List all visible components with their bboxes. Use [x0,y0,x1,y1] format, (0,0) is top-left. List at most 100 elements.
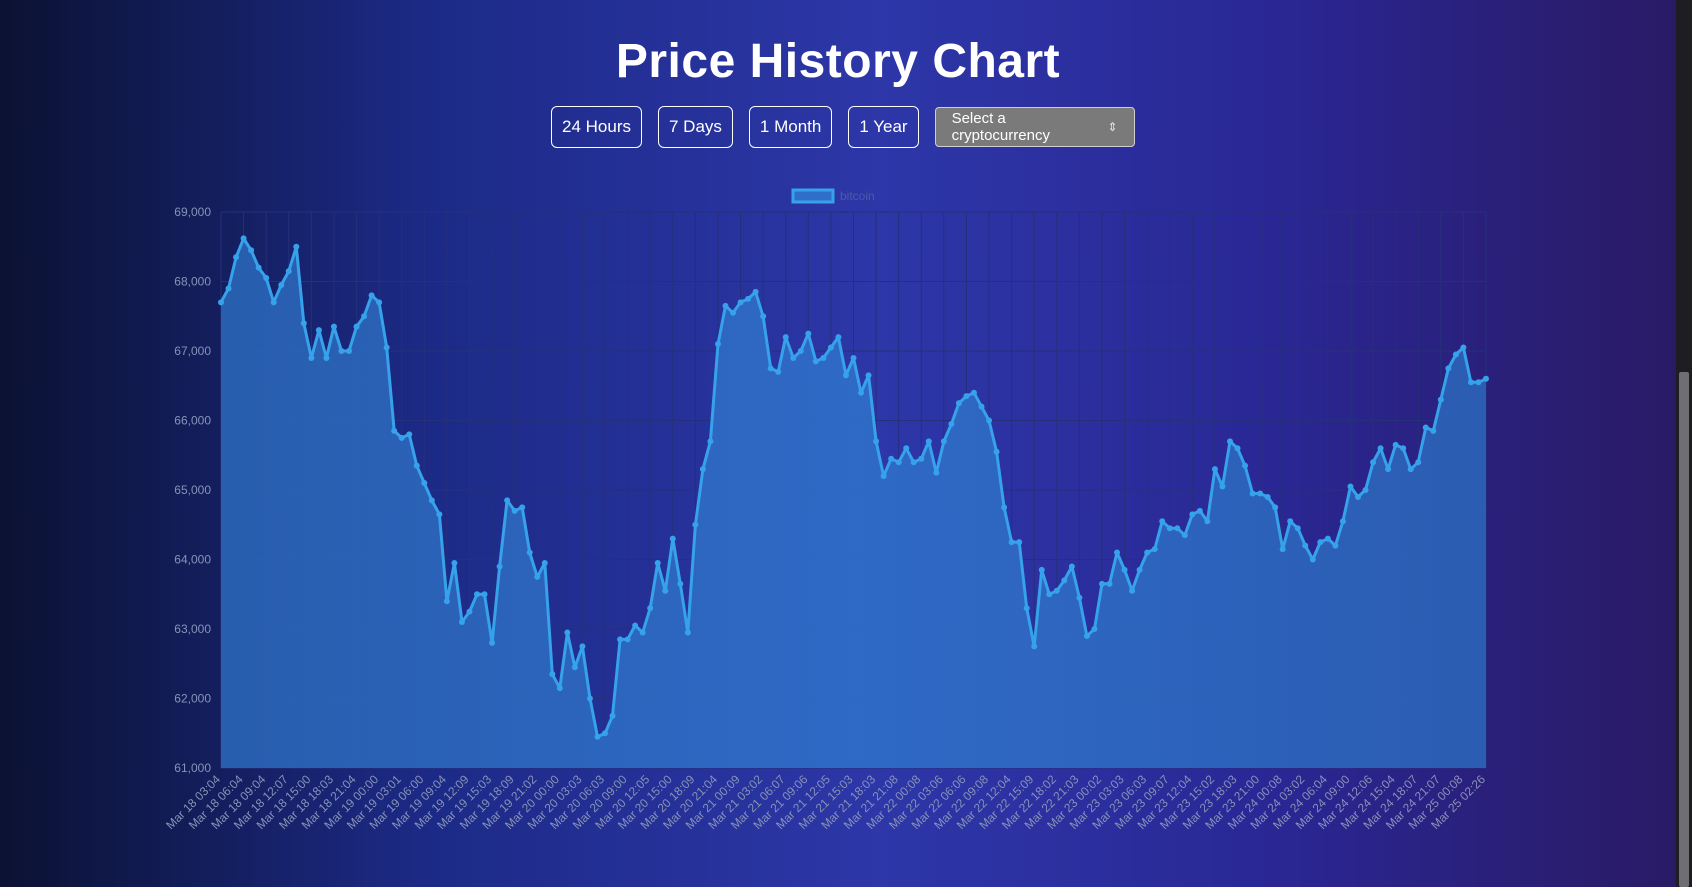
data-point [760,313,767,320]
data-point [1437,396,1444,403]
data-point [1347,483,1354,490]
data-point [1211,466,1218,473]
data-point [692,521,699,528]
data-point [511,507,518,514]
data-point [684,629,691,636]
data-point [895,459,902,466]
data-point [1324,535,1331,542]
data-point [1159,518,1166,525]
data-point [1189,511,1196,518]
data-point [496,563,503,570]
data-point [699,466,706,473]
data-point [1392,441,1399,448]
data-point [556,685,563,692]
data-point [1407,466,1414,473]
data-point [775,368,782,375]
data-point [1098,580,1105,587]
data-point [1467,379,1474,386]
data-point [391,427,398,434]
vertical-scrollbar[interactable] [1676,0,1692,887]
data-point [285,268,292,275]
data-point [1129,587,1136,594]
data-point [278,281,285,288]
data-point [1422,424,1429,431]
data-point [1144,549,1151,556]
data-point [1294,525,1301,532]
data-point [526,549,533,556]
range-button-1-month[interactable]: 1 Month [748,106,833,148]
range-button-7-days[interactable]: 7 Days [657,106,733,148]
data-point [903,445,910,452]
data-point [330,323,337,330]
data-point [1460,344,1467,351]
data-point [1257,490,1264,497]
y-tick-label: 62,000 [174,692,211,706]
data-point [617,636,624,643]
data-point [812,358,819,365]
data-point [1031,643,1038,650]
data-point [835,334,842,341]
data-point [918,455,925,462]
data-point [880,473,887,480]
data-point [428,497,435,504]
data-point [993,448,1000,455]
data-point [1272,504,1279,511]
data-point [1174,525,1181,532]
data-point [451,559,458,566]
data-point [1354,493,1361,500]
data-point [255,264,262,271]
data-point [1242,462,1249,469]
data-point [1114,549,1121,556]
data-point [458,619,465,626]
data-point [1204,518,1211,525]
data-point [549,671,556,678]
data-point [797,348,804,354]
data-point [481,591,488,598]
y-tick-label: 68,000 [174,275,211,289]
data-point [443,598,450,605]
data-point [421,480,428,487]
data-point [368,292,375,299]
data-point [1400,445,1407,452]
data-point [1430,427,1437,434]
data-point [1083,632,1090,639]
data-point [1068,563,1075,570]
cryptocurrency-select[interactable]: Select a cryptocurrency ⇕ [934,107,1135,147]
up-down-chevron-icon: ⇕ [1107,120,1118,134]
data-point [609,712,616,719]
data-point [504,497,511,504]
data-point [677,580,684,587]
data-point [1023,605,1030,612]
data-point [1196,507,1203,514]
data-point [1061,577,1068,584]
data-point [1046,591,1053,598]
data-point [436,511,443,518]
data-point [233,254,240,261]
data-point [579,643,586,650]
scrollbar-thumb[interactable] [1679,372,1689,887]
data-point [1339,518,1346,525]
data-point [1452,351,1459,358]
data-point [338,348,345,354]
range-button-24-hours[interactable]: 24 Hours [551,106,642,148]
data-point [594,733,601,740]
data-point [1475,379,1482,386]
data-point [1121,566,1128,573]
data-point [850,354,857,361]
data-point [1106,580,1113,587]
page-title: Price History Chart [615,35,1061,88]
data-point [1445,365,1452,372]
data-point [361,313,368,320]
data-point [466,608,473,615]
data-point [986,417,993,424]
data-point [730,309,737,316]
data-point [1370,459,1377,466]
data-point [827,344,834,351]
data-point [300,320,307,327]
data-point [1362,487,1369,493]
range-button-1-year[interactable]: 1 Year [848,106,919,148]
data-point [865,372,872,379]
data-point [602,730,609,737]
y-tick-label: 69,000 [174,205,211,219]
